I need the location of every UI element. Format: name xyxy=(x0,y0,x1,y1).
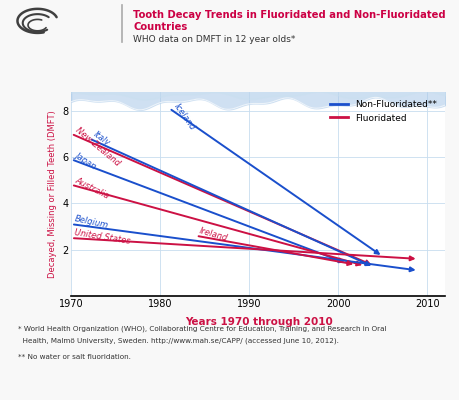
Text: Iceland: Iceland xyxy=(172,102,196,132)
Text: Australia: Australia xyxy=(74,176,111,200)
Text: * World Health Organization (WHO), Collaborating Centre for Education, Training,: * World Health Organization (WHO), Colla… xyxy=(18,326,387,332)
Text: Countries: Countries xyxy=(133,22,187,32)
Text: Japan: Japan xyxy=(74,150,98,171)
Text: Italy: Italy xyxy=(92,130,112,148)
Text: New Zealand: New Zealand xyxy=(74,126,122,168)
Text: Ireland: Ireland xyxy=(198,226,229,243)
Y-axis label: Decayed, Missing or Filled Teeth (DMFT): Decayed, Missing or Filled Teeth (DMFT) xyxy=(48,110,56,278)
Text: Health, Malmö University, Sweden. http://www.mah.se/CAPP/ (accessed June 10, 201: Health, Malmö University, Sweden. http:/… xyxy=(18,338,339,344)
Legend: Non-Fluoridated**, Fluoridated: Non-Fluoridated**, Fluoridated xyxy=(326,96,441,126)
Text: WHO data on DMFT in 12 year olds*: WHO data on DMFT in 12 year olds* xyxy=(133,35,296,44)
Text: Tooth Decay Trends in Fluoridated and Non-Fluoridated: Tooth Decay Trends in Fluoridated and No… xyxy=(133,10,446,20)
Text: United States: United States xyxy=(74,228,131,246)
Text: Years 1970 through 2010: Years 1970 through 2010 xyxy=(185,317,333,327)
Text: ** No water or salt fluoridation.: ** No water or salt fluoridation. xyxy=(18,354,131,360)
Text: Belgium: Belgium xyxy=(74,214,109,230)
